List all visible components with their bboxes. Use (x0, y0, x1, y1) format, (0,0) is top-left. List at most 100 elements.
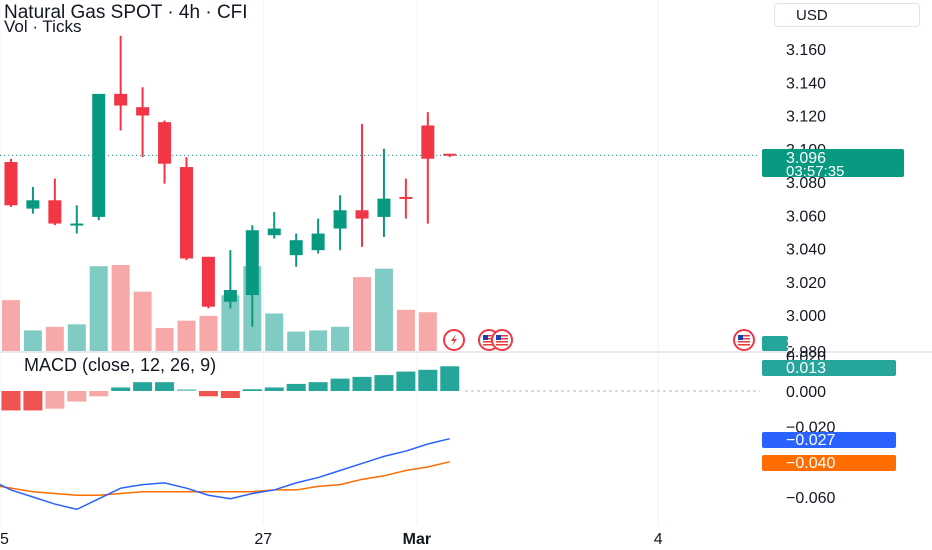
histogram-value-badge-text: 0.013 (786, 360, 826, 377)
flag-stripe (738, 344, 750, 346)
macd-histogram-bar (89, 391, 109, 397)
volume-bar (353, 277, 372, 351)
price-tick-label: 3.040 (786, 242, 826, 259)
macd-pane (0, 366, 760, 511)
time-tick-label: 27 (254, 531, 272, 548)
volume-bar (309, 330, 328, 351)
us-flag-event-icon[interactable] (733, 329, 755, 351)
macd-histogram-bar (1, 391, 21, 411)
macd-histogram-bar (220, 391, 240, 399)
volume-bar (396, 309, 415, 351)
volume-indicator-title[interactable]: Vol · Ticks (4, 17, 82, 36)
flag-canton (483, 335, 488, 340)
candle (92, 93, 106, 221)
price-candles (4, 35, 457, 327)
candle-body (48, 200, 62, 224)
volume-bar (155, 327, 174, 351)
time-tick-label: Mar (403, 531, 431, 548)
candle (70, 205, 84, 234)
histogram-value-badge-bg (762, 360, 896, 376)
macd-histogram-bar (133, 382, 153, 391)
volume-bar (287, 331, 306, 351)
candle-body (399, 196, 413, 199)
symbol-title[interactable]: Natural Gas SPOT · 4h · CFI (4, 2, 248, 23)
price-tick-label: 3.120 (786, 109, 826, 126)
candle-body (136, 107, 150, 116)
us-flag-event-icon[interactable] (491, 329, 513, 351)
macd-histogram-bar (352, 376, 372, 391)
candle-body (4, 162, 18, 206)
candle-body (201, 256, 215, 307)
badge-ring (733, 329, 755, 351)
currency-button[interactable]: USD (774, 3, 920, 27)
candle (114, 35, 128, 131)
candle-body (355, 210, 369, 219)
last-price-label: 3.096 (786, 150, 826, 167)
time-axis: 25 27 Mar 4 (0, 531, 663, 548)
flag-stripe (483, 344, 495, 346)
candle (377, 148, 391, 237)
macd-histogram-bar (374, 375, 394, 391)
price-tick-label: 3.080 (786, 175, 826, 192)
volume-bar (221, 295, 240, 351)
time-tick-label: 25 (0, 531, 9, 548)
macd-histogram-bar (396, 371, 416, 391)
volume-bar (23, 330, 42, 351)
macd-histogram-bar (330, 378, 350, 391)
candle (136, 87, 150, 158)
candle (158, 120, 172, 184)
macd-value-badge-text: −0.027 (786, 432, 835, 449)
grid-lines (0, 0, 932, 525)
candle (399, 178, 413, 219)
candle-body (311, 233, 325, 251)
signal-value-badge-bg (762, 455, 896, 471)
volume-bar (418, 312, 437, 351)
candle-body (267, 228, 281, 236)
macd-histogram-bar (264, 387, 284, 391)
macd-histogram-bar (440, 366, 460, 391)
macd-histogram-bar (308, 382, 328, 391)
candle (267, 211, 281, 239)
flash-glyph (451, 334, 457, 346)
last-volume-badge-bg (762, 336, 788, 351)
flag-stripe (738, 335, 750, 337)
flag-stripe (483, 341, 495, 343)
flag-stripe (738, 338, 750, 340)
volume-bar (374, 268, 393, 351)
price-tick-label: 2.980 (786, 344, 826, 361)
macd-histogram-bar (418, 369, 438, 391)
countdown-label: 03:57:35 (786, 163, 844, 180)
candle-body (158, 122, 172, 164)
macd-indicator-title[interactable]: MACD (close, 12, 26, 9) (24, 355, 217, 375)
candle-body (377, 198, 391, 217)
candle-body (223, 290, 237, 302)
candle (333, 195, 347, 251)
flag-canton (496, 335, 501, 340)
macd-histogram-bar (45, 391, 65, 409)
histogram-value-badge: 0.013 (762, 360, 896, 377)
price-tick-label: 3.140 (786, 75, 826, 92)
macd-line (0, 437, 450, 511)
flash-event-icon[interactable] (443, 329, 465, 351)
signal-value-badge-text: −0.040 (786, 455, 835, 472)
candle (201, 256, 215, 309)
price-axis: 3.0003.0203.0403.0603.0803.1003.1203.140… (762, 42, 904, 507)
flag-stripe (496, 341, 508, 343)
candle-body (179, 167, 193, 259)
candle (4, 158, 18, 207)
flag-stripe (496, 338, 508, 340)
volume-bar (1, 300, 20, 351)
flag-canton (738, 335, 743, 340)
macd-histogram-bar (242, 389, 262, 391)
macd-tick-label: −0.060 (786, 490, 835, 507)
candle (421, 112, 435, 224)
volume-bar (177, 320, 196, 351)
candle-body (421, 125, 435, 159)
candle-body (289, 240, 303, 256)
price-tick-label: 3.160 (786, 42, 826, 59)
last-volume-label: 3 (786, 336, 794, 353)
candle-body (26, 200, 40, 209)
candle-body (114, 93, 128, 106)
